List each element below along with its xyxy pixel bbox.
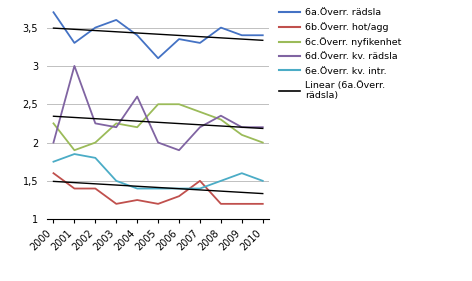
Legend: 6a.Överr. rädsla, 6b.Överr. hot/agg, 6c.Överr. nyfikenhet, 6d.Överr. kv. rädsla,: 6a.Överr. rädsla, 6b.Överr. hot/agg, 6c.… [276, 4, 405, 104]
